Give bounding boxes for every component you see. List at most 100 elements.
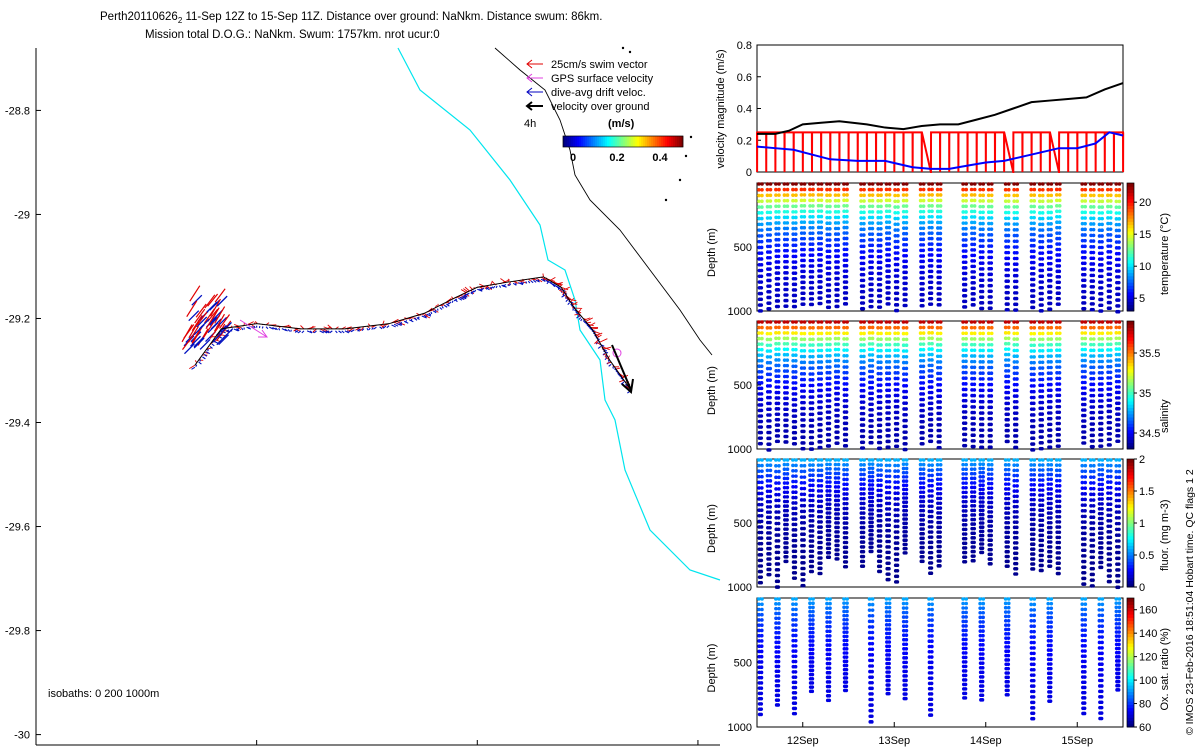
map-colorbar-cell [659,136,662,147]
panel-salinity-point [768,389,772,394]
panel-fluorescence-point [757,474,761,479]
panel-temperature-point [896,205,900,209]
panel-salinity-point [1100,387,1104,392]
panel-temperature-point [1038,228,1042,232]
panel-fluorescence-point [981,508,985,513]
panel-salinity-point [1114,325,1119,330]
panel-fluorescence-point [895,563,900,568]
panel-temperature-point [765,182,770,186]
panel-temperature-point [1040,205,1045,209]
panel-fluorescence-point [836,521,840,525]
panel-salinity-point [1080,358,1085,363]
panel-salinity-point [921,358,926,363]
panel-temperature-point [844,269,849,273]
panel-salinity-point [1091,337,1096,341]
panel-temperature-point [970,226,974,230]
panel-temperature-point [819,241,823,246]
panel-temperature-point [904,270,908,275]
panel-salinity-point [757,369,761,374]
panel-temperature-point [1114,182,1119,186]
panel-salinity-point [1040,389,1045,393]
panel-salinity-point [927,374,932,379]
panel-fluorescence-point [904,521,908,526]
panel-salinity-point [870,336,875,341]
panel-salinity-point [1032,331,1037,336]
map-colorbar-cell [637,136,640,147]
swim-vector [293,328,298,332]
panel-fluorescence-point [938,511,943,515]
panel-salinity-point [901,331,906,336]
map-colorbar-cell [647,136,650,147]
panel-fluorescence-point [895,574,900,579]
map-colorbar-cell [639,136,642,147]
swim-vector [508,281,512,286]
panel-temperature-point [791,215,795,220]
panel-temperature-point [989,187,994,192]
panel-salinity-point [859,343,863,347]
panel-salinity-point [794,320,798,324]
panel-salinity-point [1029,326,1033,330]
panel-salinity-point [921,336,926,341]
panel-salinity-colorbar-cell [1127,369,1134,373]
panel-fluorescence-point [802,498,807,502]
panel-temperature-point [802,247,806,252]
panel-temperature-point [1100,187,1105,192]
swim-vector [549,277,556,281]
panel-salinity-point [1114,358,1119,362]
panel-temperature-point [929,302,934,306]
drift-vector [371,327,374,330]
panel-salinity-point [918,347,923,352]
panel-salinity-point [767,442,772,446]
panel-salinity-point [870,407,874,412]
panel-fluorescence-point [819,499,824,504]
drift-vector [338,330,342,334]
panel-salinity-point [901,354,906,359]
panel-salinity-point [776,412,781,417]
panel-salinity-point [810,383,815,388]
panel-temperature-point [833,187,838,192]
panel-fluorescence-point [887,539,891,544]
panel-salinity-point [802,343,807,347]
drift-vector [470,291,473,294]
panel-salinity-point [1091,416,1096,421]
map-colorbar-cell [595,136,598,147]
panel-salinity-point [1049,331,1054,336]
panel-temperature-point [887,236,892,241]
panel-temperature-point [861,244,866,249]
panel-fluorescence-point [963,546,968,550]
panel-fluorescence-point [862,463,866,467]
panel-salinity-point [1004,363,1008,368]
panel-temperature-point [879,182,883,186]
map-colorbar-cell [571,136,574,147]
panel-temperature-point [1040,193,1045,198]
panel-salinity-point [1058,320,1062,324]
panel-salinity-point [845,370,849,375]
panel-salinity-point [861,383,866,387]
drift-vector [480,287,485,291]
panel-salinity-point [1054,337,1059,341]
island [689,135,693,139]
panel-fluorescence-point [774,469,778,474]
panel-salinity-point [810,366,815,371]
panel-salinity-point [845,353,849,358]
panel-temperature-point [930,209,934,214]
panel-fluorescence-point [981,475,985,479]
drift-vector [461,296,467,300]
panel-salinity-point [870,386,875,390]
panel-fluorescence-point [776,510,781,514]
panel-temperature-point [896,239,900,244]
panel-salinity-point [935,325,940,330]
panel-salinity-point [819,428,823,433]
panel-fluorescence-point [964,504,968,509]
panel-temperature-colorbar-cell [1127,186,1134,190]
panel-fluorescence-point [768,463,773,468]
drift-vector [209,346,213,349]
legend-arrowhead [525,101,533,111]
panel-fluorescence-point [767,567,772,572]
panel-salinity-point [828,348,832,352]
panel-temperature-point [1099,297,1104,302]
panel-salinity-colorbar-cell [1127,372,1134,376]
panel-fluorescence-point [896,502,900,507]
panel-temperature-point [760,211,764,215]
panel-salinity-point [1054,325,1059,330]
